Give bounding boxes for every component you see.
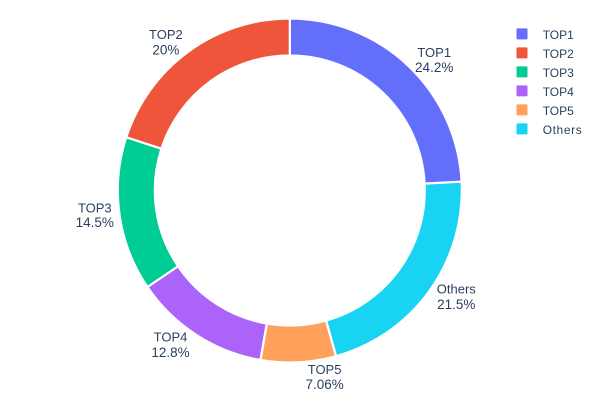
svg-text:14.5%: 14.5% bbox=[76, 215, 114, 230]
svg-text:TOP5: TOP5 bbox=[543, 104, 574, 118]
svg-text:TOP1: TOP1 bbox=[417, 45, 451, 60]
svg-text:TOP1: TOP1 bbox=[543, 28, 574, 42]
svg-text:TOP3: TOP3 bbox=[543, 66, 574, 80]
svg-text:20%: 20% bbox=[152, 43, 179, 58]
svg-text:12.8%: 12.8% bbox=[151, 345, 189, 360]
svg-text:TOP2: TOP2 bbox=[149, 27, 183, 42]
svg-text:Others: Others bbox=[437, 281, 477, 296]
svg-text:21.5%: 21.5% bbox=[437, 297, 475, 312]
svg-text:TOP2: TOP2 bbox=[543, 47, 574, 61]
svg-text:Others: Others bbox=[543, 123, 583, 137]
svg-text:7.06%: 7.06% bbox=[305, 377, 343, 392]
svg-text:TOP4: TOP4 bbox=[543, 85, 574, 99]
svg-text:TOP5: TOP5 bbox=[308, 362, 342, 377]
svg-text:TOP3: TOP3 bbox=[78, 201, 112, 216]
svg-text:TOP4: TOP4 bbox=[154, 330, 188, 345]
svg-text:24.2%: 24.2% bbox=[415, 60, 453, 75]
